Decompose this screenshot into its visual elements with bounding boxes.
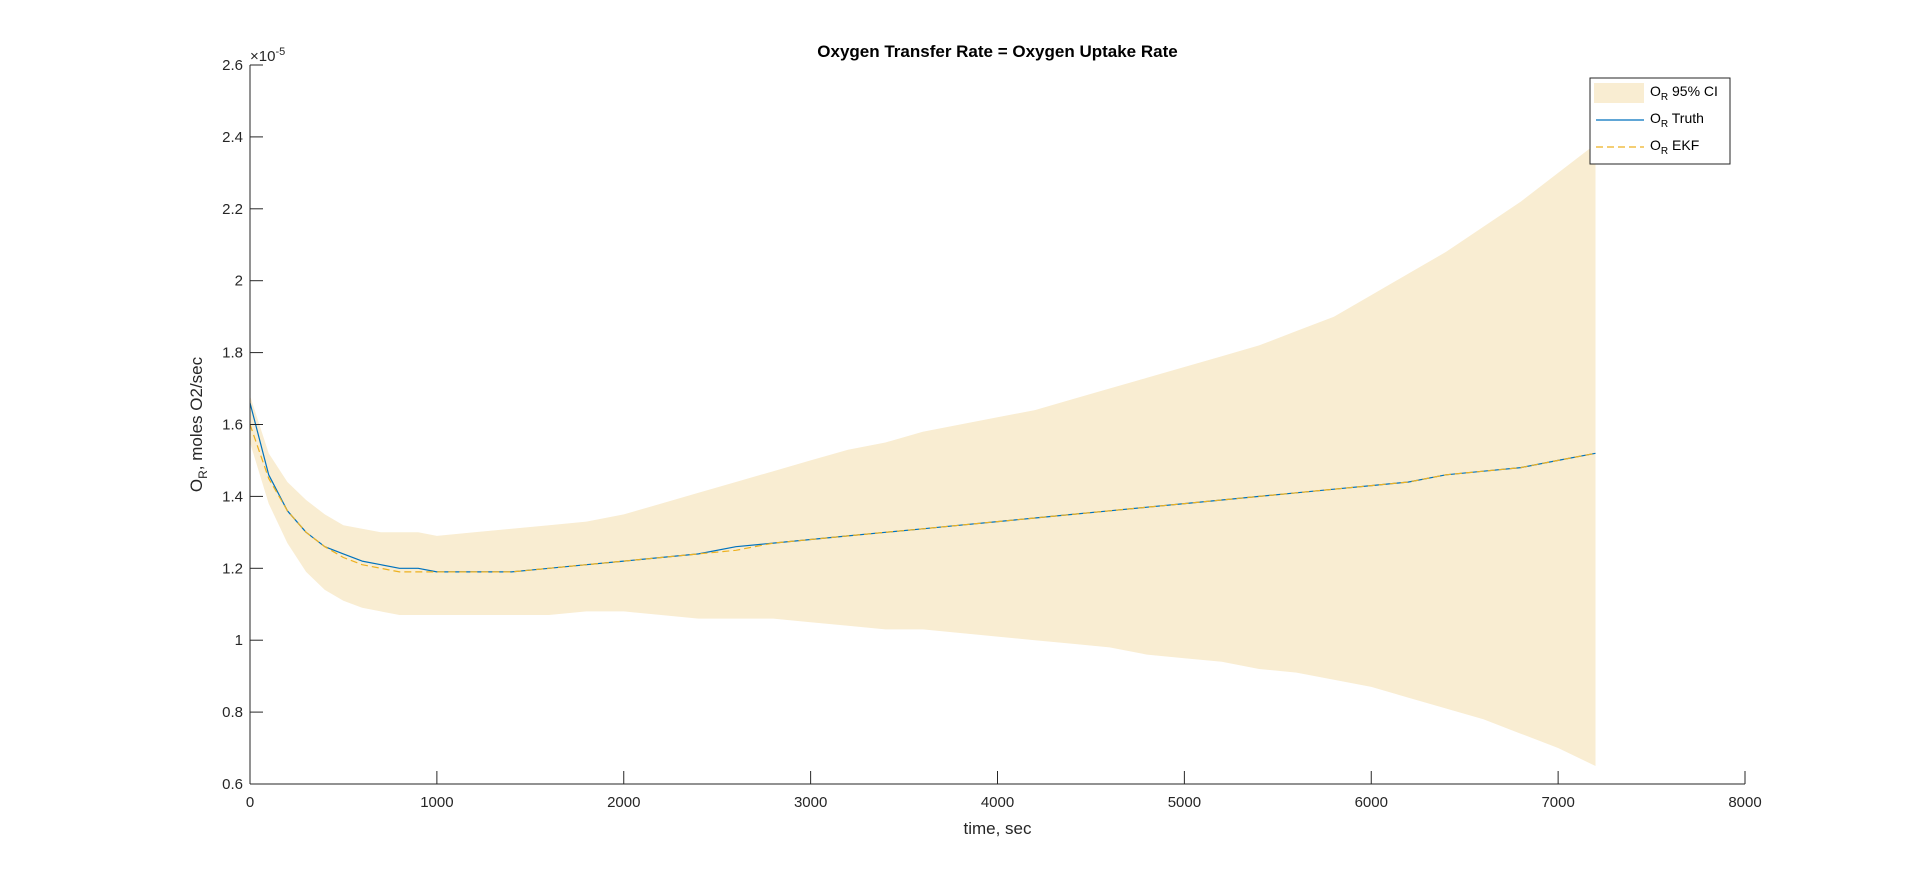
y-tick-label: 1.2 <box>222 560 243 577</box>
y-tick-label: 2 <box>235 273 243 290</box>
y-axis-label-base: O <box>187 479 206 492</box>
x-tick-label: 4000 <box>981 794 1014 811</box>
y-tick-label: 1.6 <box>222 417 243 434</box>
legend-entry-truth: OR Truth <box>1650 110 1704 130</box>
series-ci-band <box>250 144 1596 767</box>
y-axis-exponent: ×10-5 <box>250 46 285 65</box>
x-axis-label: time, sec <box>963 819 1032 838</box>
x-tick-label: 6000 <box>1355 794 1388 811</box>
y-tick-label: 1.4 <box>222 488 243 505</box>
y-axis-exponent-base: ×10 <box>250 48 275 65</box>
y-axis-label: OR, moles O2/sec <box>187 356 210 492</box>
x-tick-label: 5000 <box>1168 794 1201 811</box>
y-tick-label: 0.8 <box>222 704 243 721</box>
legend: OR 95% CI OR Truth OR EKF <box>1589 77 1731 165</box>
y-tick-label: 2.2 <box>222 201 243 218</box>
x-tick-label: 8000 <box>1728 794 1761 811</box>
y-axis-exponent-power: -5 <box>275 46 285 58</box>
y-axis-label-sub: R <box>196 470 210 479</box>
chart-title: Oxygen Transfer Rate = Oxygen Uptake Rat… <box>817 42 1177 61</box>
x-tick-label: 3000 <box>794 794 827 811</box>
x-tick-label: 2000 <box>607 794 640 811</box>
y-tick-label: 0.6 <box>222 776 243 793</box>
y-axis-label-rest: , moles O2/sec <box>187 356 206 470</box>
legend-entry-ci: OR 95% CI <box>1650 83 1718 103</box>
series-ekf-line <box>249 424 1596 573</box>
y-tick-label: 1 <box>235 632 243 649</box>
y-tick-label: 2.6 <box>222 57 243 74</box>
plot-area <box>249 144 1596 767</box>
x-tick-label: 0 <box>246 794 254 811</box>
y-tick-label: 2.4 <box>222 129 243 146</box>
x-tick-label: 7000 <box>1541 794 1574 811</box>
legend-swatch-ci <box>1594 83 1644 103</box>
axes: 0 1000 2000 3000 4000 5000 6000 7000 8000 0.6 0.8 1… <box>222 57 1762 811</box>
legend-entry-ekf: OR EKF <box>1650 137 1699 157</box>
x-tick-label: 1000 <box>420 794 453 811</box>
y-tick-label: 1.8 <box>222 345 243 362</box>
